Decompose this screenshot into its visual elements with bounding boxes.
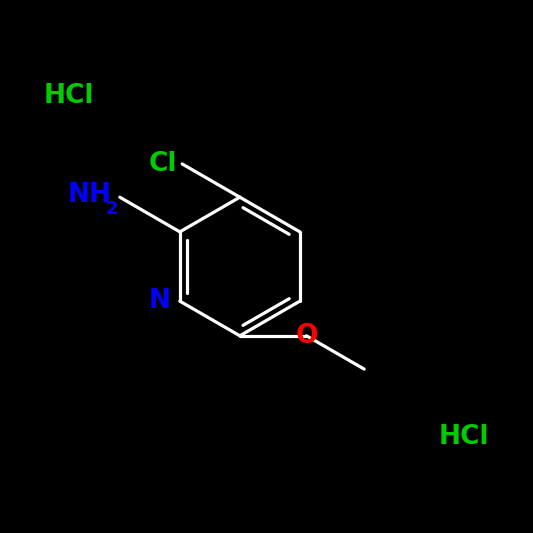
- Text: Cl: Cl: [148, 151, 177, 177]
- Text: HCl: HCl: [44, 83, 94, 109]
- Text: HCl: HCl: [439, 424, 489, 450]
- Text: NH: NH: [68, 182, 112, 207]
- Text: 2: 2: [106, 200, 118, 218]
- Text: O: O: [295, 323, 318, 349]
- Text: N: N: [148, 288, 170, 314]
